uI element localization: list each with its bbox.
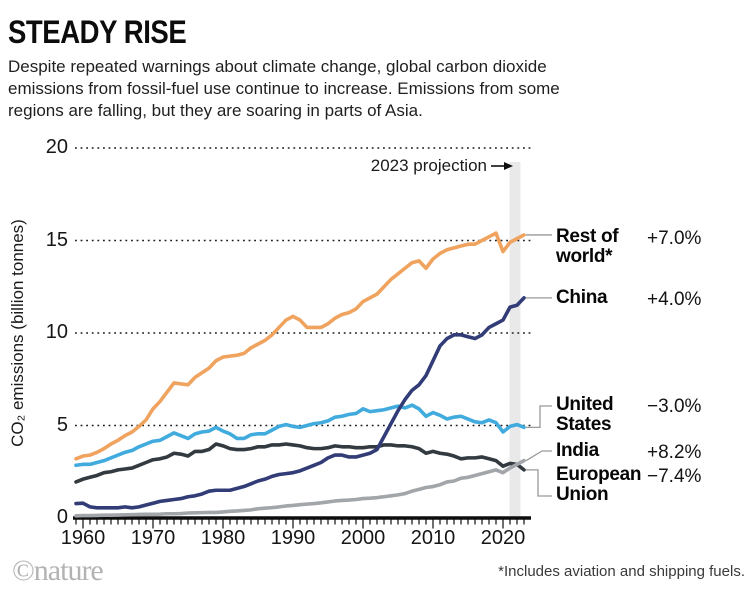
series-change-united-states: −3.0% <box>647 396 702 417</box>
series-label-line: Union <box>556 484 609 505</box>
y-tick-label: 0 <box>56 506 68 528</box>
x-tick-label: 1960 <box>60 527 106 549</box>
nature-logo: ©nature <box>12 554 104 587</box>
x-tick-label: 1970 <box>130 527 176 549</box>
x-tick-label: 2010 <box>410 527 456 549</box>
series-label-india: India <box>556 441 648 461</box>
subtitle: Despite repeated warnings about climate … <box>8 57 560 120</box>
series-change-rest-of-world: +7.0% <box>647 228 702 249</box>
series-label-line: India <box>556 440 599 461</box>
series-change-european-union: −7.4% <box>647 466 702 487</box>
x-tick-label: 2020 <box>480 527 526 549</box>
projection-annotation: 2023 projection <box>370 156 487 175</box>
series-label-china: China <box>556 288 648 308</box>
series-change-china: +4.0% <box>647 289 702 310</box>
page-title: STEADY RISE <box>8 14 187 50</box>
series-label-line: Rest of <box>556 226 619 247</box>
y-tick-label: 5 <box>56 413 68 436</box>
y-tick-label: 15 <box>45 228 68 251</box>
x-tick-label: 2000 <box>340 527 386 549</box>
series-label-united-states: United States <box>556 395 648 435</box>
series-label-rest-of-world: Rest of world* <box>556 227 648 267</box>
y-tick-label: 10 <box>45 321 68 343</box>
y-tick-label: 20 <box>45 136 68 158</box>
series-label-line: United <box>556 394 614 415</box>
series-label-line: European <box>556 464 642 485</box>
series-label-line: States <box>556 414 612 435</box>
series-label-line: China <box>556 287 608 308</box>
series-label-line: world* <box>556 246 613 267</box>
series-change-india: +8.2% <box>647 442 702 463</box>
y-axis-title: CO₂ emissions (billion tonnes) <box>8 219 27 447</box>
x-tick-label: 1980 <box>200 527 246 549</box>
series-label-european-union: European Union <box>556 465 656 505</box>
footnote: *Includes aviation and shipping fuels. <box>498 563 745 580</box>
x-tick-label: 1990 <box>270 527 316 549</box>
